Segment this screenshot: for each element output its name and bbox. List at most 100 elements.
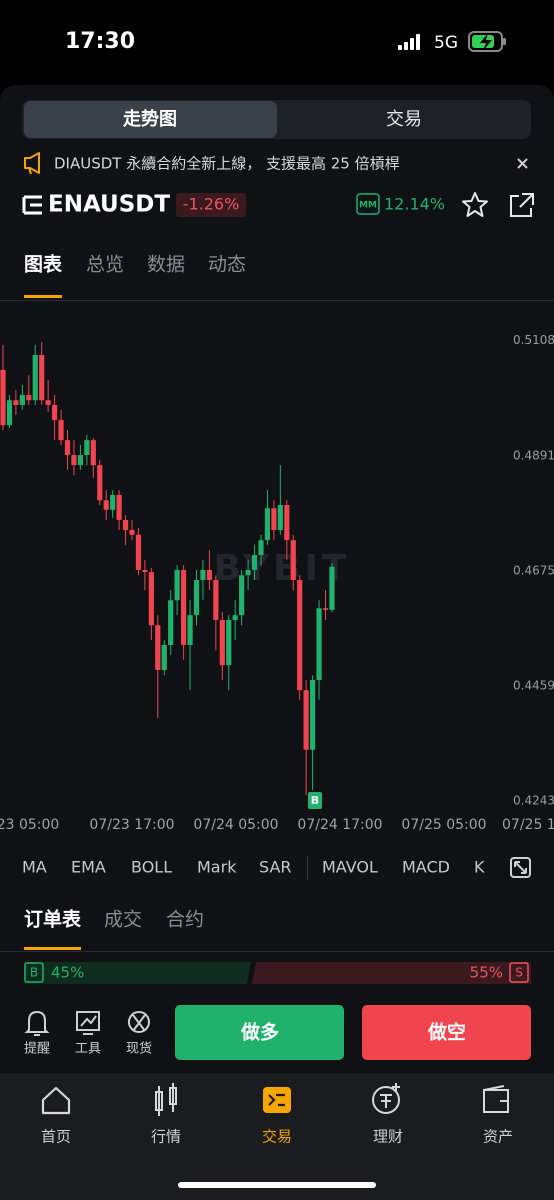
long-label: 做多 xyxy=(240,1021,279,1044)
long-button[interactable] xyxy=(175,1005,344,1060)
candle-body xyxy=(193,580,200,616)
candle-body xyxy=(213,580,219,620)
candle-body xyxy=(52,405,58,420)
order-tab[interactable]: 订单表 xyxy=(24,908,82,931)
market-icon[interactable] xyxy=(155,1083,177,1116)
candle-body xyxy=(181,569,187,645)
candle-body xyxy=(232,615,238,620)
symbol-name[interactable]: ENAUSDT xyxy=(48,192,170,218)
share-icon[interactable] xyxy=(510,193,534,217)
indicator[interactable]: K xyxy=(474,858,485,877)
candle-body xyxy=(303,690,309,750)
sell-box xyxy=(509,962,529,983)
candle-body xyxy=(155,625,161,670)
segment-tab[interactable]: 走势图 xyxy=(123,108,177,130)
order-tab[interactable]: 合约 xyxy=(166,909,204,931)
candle-body xyxy=(45,400,51,406)
trade-icon[interactable] xyxy=(263,1087,291,1113)
chart-tab[interactable]: 总览 xyxy=(86,254,124,276)
candle-body xyxy=(6,400,13,426)
candle-body xyxy=(13,400,19,406)
y-tick-label: 0.4675 xyxy=(513,564,554,578)
sell-ratio-bar xyxy=(252,962,531,984)
candle-body xyxy=(174,569,180,601)
x-tick-label: 07/25 17 xyxy=(502,817,554,833)
close-icon[interactable] xyxy=(517,158,528,169)
indicator[interactable]: BOLL xyxy=(131,858,172,877)
candle-body xyxy=(32,355,38,401)
indicator[interactable]: MA xyxy=(22,858,47,877)
segment-selected[interactable] xyxy=(24,101,277,138)
assets-icon[interactable] xyxy=(483,1085,509,1113)
tab-underline xyxy=(24,947,81,950)
megaphone-icon xyxy=(24,152,40,175)
action-label[interactable]: 提醒 xyxy=(24,1041,50,1057)
chart-tab[interactable]: 数据 xyxy=(147,254,185,276)
buy-label: B xyxy=(30,966,38,980)
nav-label[interactable]: 资产 xyxy=(483,1128,513,1146)
candlestick-chart: 0.5108 0.4891 0.4675 0.4459 0.4243 23 05:00 07… xyxy=(0,333,554,833)
nav-label[interactable]: 行情 xyxy=(151,1128,181,1146)
announcement[interactable]: DIAUSDT 永續合約全新上線， 支援最高 25 倍槓桿 xyxy=(54,155,400,173)
candle-body xyxy=(251,555,258,570)
tools-icon[interactable] xyxy=(76,1011,100,1035)
candle-body xyxy=(245,569,251,576)
segment-tab[interactable]: 交易 xyxy=(386,109,422,130)
chart-tab[interactable]: 图表 xyxy=(24,253,63,276)
mm-value: 12.14% xyxy=(384,195,445,214)
candle-body xyxy=(148,572,154,626)
candle-body xyxy=(206,569,212,581)
tab-underline xyxy=(24,295,62,298)
candle-body xyxy=(71,455,77,466)
candle-body xyxy=(219,619,225,666)
status-time: 17:30 xyxy=(65,29,135,54)
indicator-bar: MA EMA BOLL Mark SAR MAVOL MACD K xyxy=(22,858,485,877)
short-label: 做空 xyxy=(427,1021,466,1044)
candle-body xyxy=(200,569,206,581)
symbol-icon xyxy=(22,195,42,215)
battery-icon xyxy=(468,31,506,52)
nav-label[interactable]: 交易 xyxy=(262,1128,292,1146)
y-tick-label: 0.4891 xyxy=(513,449,554,463)
candle-body xyxy=(239,575,245,616)
action-label[interactable]: 现货 xyxy=(126,1041,152,1057)
candle-body xyxy=(264,508,271,541)
indicator[interactable]: MAVOL xyxy=(322,858,378,877)
candle-body xyxy=(271,508,277,531)
candle-body xyxy=(116,494,122,520)
nav-label[interactable]: 首页 xyxy=(41,1128,71,1146)
chart-tab[interactable]: 动态 xyxy=(208,254,246,276)
sell-label: S xyxy=(515,966,523,980)
candle-body xyxy=(129,530,135,535)
order-tab[interactable]: 成交 xyxy=(104,909,142,931)
home-indicator xyxy=(178,1182,376,1188)
candle-body xyxy=(19,394,25,406)
bell-icon[interactable] xyxy=(24,1010,50,1036)
short-button[interactable] xyxy=(362,1005,531,1060)
home-icon[interactable] xyxy=(41,1086,71,1115)
indicator[interactable]: EMA xyxy=(71,858,106,877)
trade-marker[interactable] xyxy=(308,792,322,809)
candle-body xyxy=(58,419,64,441)
network: 5G xyxy=(434,33,458,53)
indicator[interactable]: MACD xyxy=(402,858,450,877)
candle-body xyxy=(26,394,32,401)
candle-body xyxy=(277,505,283,531)
trade-icon-glyph xyxy=(268,1093,285,1107)
x-tick-label: 07/23 17:00 xyxy=(89,817,174,833)
indicator[interactable]: SAR xyxy=(259,858,292,877)
x-tick-label: 07/24 05:00 xyxy=(193,817,278,833)
favorite-icon[interactable] xyxy=(462,192,488,217)
candle-body xyxy=(310,680,316,750)
spot-icon[interactable] xyxy=(127,1011,150,1033)
expand-icon[interactable] xyxy=(510,857,531,878)
trade-marker-label: B xyxy=(311,794,319,807)
nav-label[interactable]: 理财 xyxy=(373,1128,403,1146)
finance-icon[interactable] xyxy=(372,1083,400,1114)
indicator[interactable]: Mark xyxy=(197,858,237,877)
action-label[interactable]: 工具 xyxy=(75,1042,101,1057)
candle-body xyxy=(84,440,90,456)
candle-body xyxy=(39,355,45,401)
